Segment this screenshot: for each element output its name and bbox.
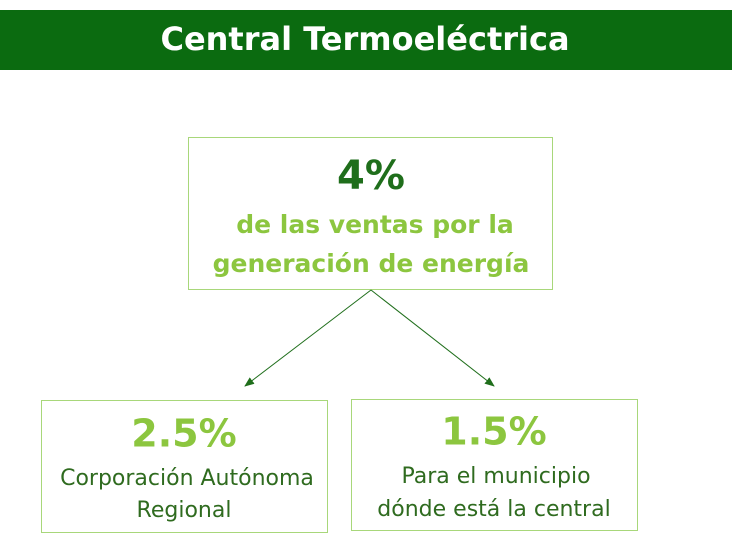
left-box xyxy=(41,400,328,533)
node-value: 2.5% xyxy=(131,412,236,456)
node-text: dónde está la central xyxy=(377,497,610,522)
node-text: generación de energía xyxy=(213,249,530,278)
arrow xyxy=(244,289,372,387)
node-text: de las ventas por la xyxy=(236,210,514,239)
top-box xyxy=(188,137,553,290)
node-text: Para el municipio xyxy=(401,464,590,489)
header-title: Central Termoeléctrica xyxy=(160,20,569,58)
header-band xyxy=(0,10,732,70)
node-value: 4% xyxy=(337,153,405,199)
node-text: Regional xyxy=(137,498,232,523)
right-box xyxy=(351,399,638,531)
node-text: Corporación Autónoma xyxy=(60,466,314,491)
node-value: 1.5% xyxy=(441,410,546,454)
arrow xyxy=(370,289,495,387)
